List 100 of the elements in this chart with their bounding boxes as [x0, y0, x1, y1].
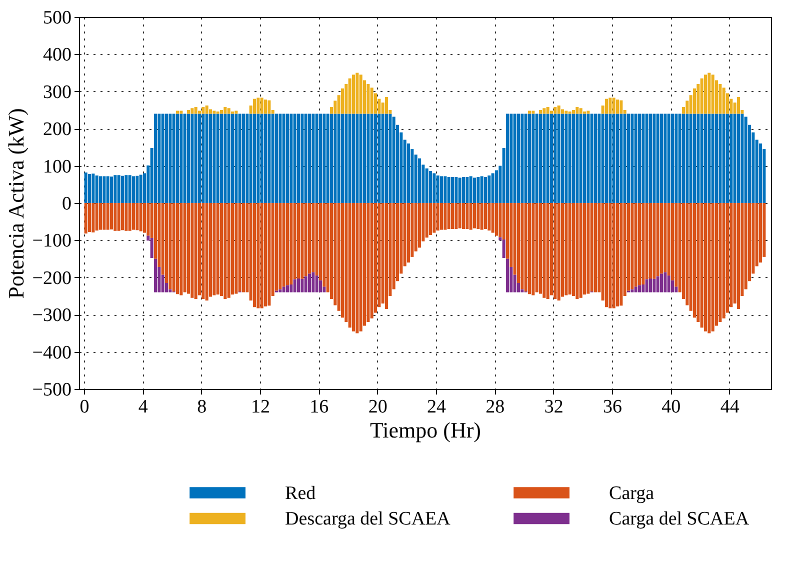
- bar: [630, 203, 634, 290]
- bar: [491, 173, 494, 203]
- bar: [256, 114, 260, 203]
- bar: [136, 203, 139, 230]
- bar: [488, 175, 491, 203]
- y-tick-label: −200: [32, 268, 72, 289]
- bar: [586, 203, 590, 294]
- bar: [384, 96, 388, 114]
- bar: [722, 88, 726, 114]
- bar: [645, 114, 648, 203]
- bar: [304, 276, 308, 292]
- bar: [120, 176, 124, 203]
- bar: [290, 203, 293, 284]
- bar: [670, 114, 674, 203]
- bar: [202, 107, 205, 114]
- bar: [340, 203, 344, 318]
- bar: [692, 88, 696, 114]
- bar: [472, 203, 476, 228]
- bar: [572, 110, 576, 114]
- y-tick-label: 400: [43, 44, 72, 66]
- bar: [356, 114, 359, 203]
- bar: [554, 107, 557, 114]
- bar: [476, 203, 480, 230]
- bar: [532, 114, 535, 203]
- bar: [538, 110, 542, 114]
- bar: [667, 114, 670, 203]
- bar: [278, 114, 282, 203]
- bar: [664, 203, 667, 272]
- bar: [700, 78, 704, 114]
- bar: [440, 176, 444, 203]
- bar: [256, 98, 260, 114]
- bar: [150, 238, 154, 258]
- bar: [212, 110, 216, 114]
- bar: [590, 114, 594, 203]
- bar: [714, 114, 718, 203]
- bar: [450, 176, 454, 203]
- bar: [186, 114, 190, 203]
- bar: [256, 203, 260, 308]
- bar: [744, 116, 748, 203]
- bar: [656, 114, 660, 203]
- bar: [590, 203, 594, 292]
- bar: [227, 108, 230, 114]
- bar: [733, 114, 736, 203]
- bar: [718, 114, 722, 203]
- bar: [758, 203, 762, 263]
- bar: [348, 114, 352, 203]
- bar: [711, 114, 714, 203]
- bar: [246, 114, 249, 203]
- bar: [352, 203, 356, 332]
- legend-label: Carga del SCAEA: [609, 508, 750, 530]
- bar: [722, 203, 726, 318]
- bar: [498, 203, 502, 238]
- bar: [594, 203, 598, 292]
- bar: [692, 114, 696, 203]
- bar: [546, 114, 550, 203]
- bar: [282, 286, 286, 292]
- bar: [318, 114, 322, 203]
- bar: [205, 106, 208, 114]
- bar: [454, 176, 458, 203]
- bar: [736, 96, 740, 114]
- bar: [95, 175, 98, 203]
- bar: [557, 203, 560, 300]
- bar: [224, 107, 227, 114]
- bar: [576, 107, 579, 114]
- y-tick-label: 200: [43, 119, 72, 140]
- bar: [366, 203, 370, 322]
- bar: [642, 203, 645, 284]
- bar: [359, 74, 362, 114]
- bar: [359, 203, 362, 332]
- bar: [216, 114, 220, 203]
- bar: [642, 114, 645, 203]
- bar: [480, 203, 484, 230]
- bar: [660, 203, 664, 274]
- legend-label: Carga: [609, 482, 655, 504]
- bar: [158, 114, 161, 203]
- bar: [194, 203, 198, 299]
- bar: [202, 114, 205, 203]
- bar: [136, 176, 139, 203]
- bar: [161, 114, 164, 203]
- bar: [300, 203, 304, 279]
- bar: [296, 114, 300, 203]
- bar: [139, 174, 142, 203]
- bar: [128, 175, 132, 203]
- bar: [634, 286, 638, 292]
- bar: [384, 203, 388, 310]
- bar: [623, 114, 626, 203]
- bar: [689, 114, 692, 203]
- bar: [520, 114, 524, 203]
- bar: [212, 203, 216, 296]
- bar: [242, 114, 246, 203]
- bar: [466, 203, 469, 230]
- bar: [480, 176, 484, 203]
- bar: [634, 114, 638, 203]
- bar: [282, 114, 286, 203]
- bar: [436, 175, 440, 203]
- bar: [340, 88, 344, 114]
- bar: [278, 289, 282, 292]
- bar: [132, 203, 136, 230]
- bar: [510, 114, 513, 203]
- y-tick-label: 300: [43, 82, 72, 103]
